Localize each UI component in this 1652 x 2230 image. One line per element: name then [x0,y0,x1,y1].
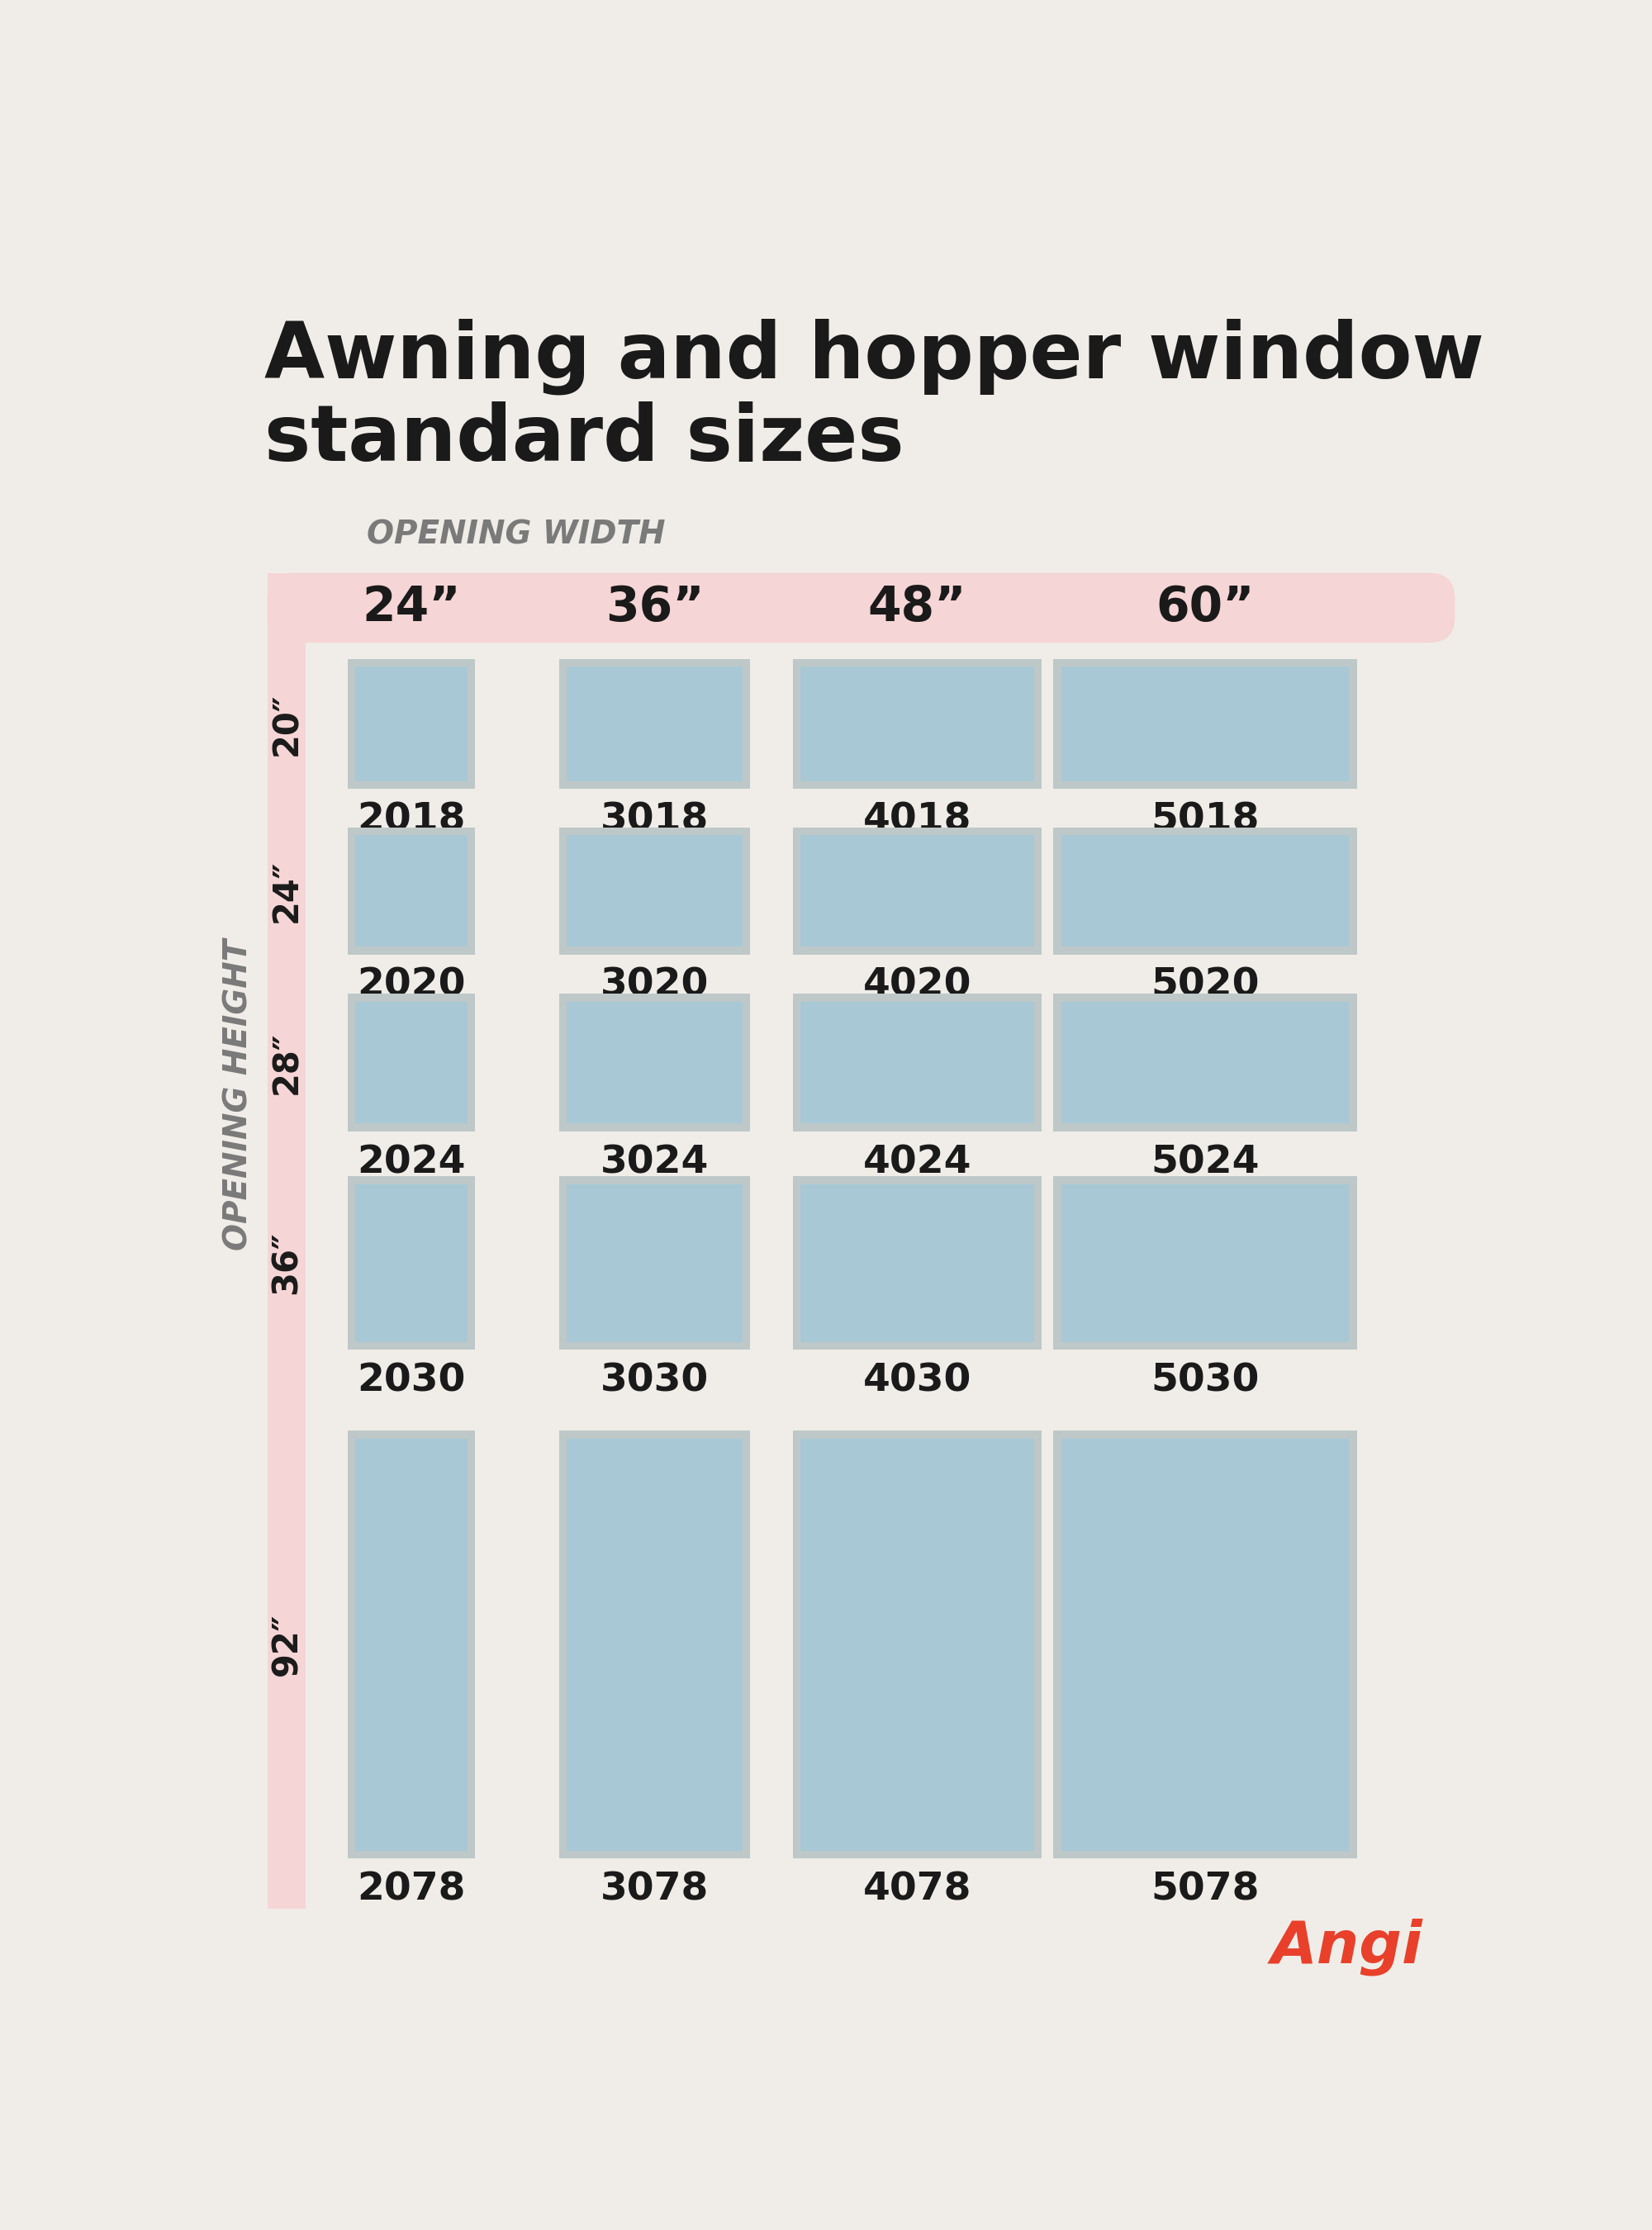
Bar [355,1438,468,1851]
Bar [558,995,750,1131]
Text: 3018: 3018 [600,801,709,838]
Bar [355,1001,468,1124]
Bar [567,834,743,948]
Bar [800,1184,1034,1342]
Text: 4078: 4078 [862,1871,971,1909]
Bar [1054,827,1356,954]
Bar [347,1177,476,1349]
Bar [567,667,743,780]
Bar [567,1438,743,1851]
Bar [1054,1177,1356,1349]
Bar [1061,1184,1350,1342]
Text: 4024: 4024 [862,1144,971,1182]
Text: 24”: 24” [362,584,461,631]
Bar [1054,660,1356,789]
Text: 4030: 4030 [862,1363,971,1398]
Bar [1061,1438,1350,1851]
Text: 28″: 28″ [269,1030,304,1095]
Bar [1054,1432,1356,1858]
Bar [558,1177,750,1349]
Bar [268,573,306,1909]
Text: 2030: 2030 [357,1363,466,1398]
Text: 5018: 5018 [1151,801,1259,838]
Bar [800,1438,1034,1851]
Bar [355,667,468,780]
Text: 2020: 2020 [357,968,466,1004]
Text: 5020: 5020 [1151,968,1259,1004]
Bar [793,827,1041,954]
Text: 2018: 2018 [357,801,466,838]
Text: 48”: 48” [867,584,966,631]
Bar [558,827,750,954]
Text: 36″: 36″ [269,1231,304,1296]
Bar [347,1432,476,1858]
Text: 3030: 3030 [600,1363,709,1398]
Text: 3078: 3078 [600,1871,709,1909]
Bar [347,995,476,1131]
Bar [1054,995,1356,1131]
Bar [567,1184,743,1342]
Bar [1061,834,1350,948]
Text: OPENING WIDTH: OPENING WIDTH [367,520,666,551]
Text: 3020: 3020 [600,968,709,1004]
Bar [800,1001,1034,1124]
Text: OPENING HEIGHT: OPENING HEIGHT [223,939,254,1251]
Bar [1061,667,1350,780]
Text: 92″: 92″ [269,1612,304,1677]
Bar [800,834,1034,948]
Text: 5030: 5030 [1151,1363,1259,1398]
Bar [347,827,476,954]
FancyBboxPatch shape [268,573,1455,642]
Text: 2024: 2024 [357,1144,466,1182]
Bar [793,995,1041,1131]
Text: 36”: 36” [605,584,704,631]
Bar [793,1432,1041,1858]
Text: 3024: 3024 [600,1144,709,1182]
Bar [793,1177,1041,1349]
Bar [793,660,1041,789]
Bar [1061,1001,1350,1124]
Text: 60”: 60” [1156,584,1254,631]
Bar [558,1432,750,1858]
Bar [347,660,476,789]
Bar [558,660,750,789]
Text: 4020: 4020 [862,968,971,1004]
Text: 20″: 20″ [269,691,304,756]
Bar [800,667,1034,780]
Text: 4018: 4018 [862,801,971,838]
Text: standard sizes: standard sizes [264,401,904,477]
Text: Awning and hopper window: Awning and hopper window [264,319,1483,395]
Text: 5078: 5078 [1151,1871,1259,1909]
Text: 24″: 24″ [269,859,304,923]
Text: 5024: 5024 [1151,1144,1259,1182]
Bar [355,834,468,948]
Bar [567,1001,743,1124]
Bar [355,1184,468,1342]
Text: 2078: 2078 [357,1871,466,1909]
Text: Angi: Angi [1270,1918,1422,1976]
